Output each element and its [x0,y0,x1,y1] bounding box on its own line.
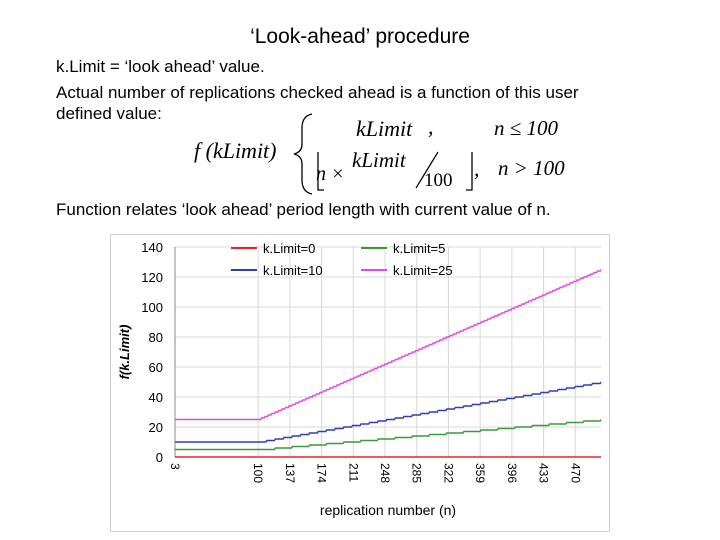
x-tick-label: 433 [537,463,551,483]
formula-case2-denominator: 100 [424,170,453,191]
y-tick-label: 40 [149,390,163,405]
x-tick-label: 285 [410,463,424,483]
series-line [175,419,602,451]
definition-line: k.Limit = ‘look ahead’ value. [56,57,265,76]
series-line [175,269,602,421]
y-tick-label: 60 [149,360,163,375]
line-chart: 0 20 40 60 80 100 120 140 3 100 137 174 211 248 285 322… [110,234,610,532]
x-tick-label: 470 [568,463,582,483]
x-tick-label: 248 [378,463,392,483]
formula-case1: kLimit [356,116,413,141]
x-tick-label: 174 [315,463,329,483]
y-tick-label: 100 [141,300,163,315]
y-tick-label: 80 [149,330,163,345]
legend-label: k.Limit=5 [393,241,445,256]
x-tick-label: 137 [283,463,297,483]
formula-brackets [293,113,473,195]
formula-condition1: n ≤ 100 [494,116,559,140]
piecewise-formula: f (kLimit) kLimit , n ≤ 100 n × kLimit 1… [190,108,590,196]
y-tick-label: 20 [149,420,163,435]
formula-lhs: f (kLimit) [194,138,277,163]
formula-case2-numerator: kLimit [352,148,406,172]
chart-svg: 0 20 40 60 80 100 120 140 3 100 137 174 211 248 285 322… [117,240,602,518]
y-tick-label: 120 [141,270,163,285]
formula-comma2: , [474,156,480,181]
description-line: Actual number of replications checked ah… [56,83,579,102]
x-tick-label: 211 [346,463,360,482]
series-line [175,381,602,443]
formula-comma1: , [428,114,434,139]
formula-condition2: n > 100 [498,156,565,180]
y-tick-label: 140 [141,240,163,255]
x-tick-label: 100 [251,463,265,483]
x-tick-label: 3 [168,463,182,470]
x-axis-title: replication number (n) [320,502,456,518]
legend-label: k.Limit=25 [393,263,453,278]
function-description: Function relates ‘look ahead’ period len… [56,200,551,219]
legend-label: k.Limit=10 [263,263,323,278]
description-line-cont: defined value: [56,104,162,123]
x-tick-label: 396 [505,463,519,483]
legend-label: k.Limit=0 [263,241,315,256]
formula-case2-n: n × [316,163,345,185]
x-tick-label: 359 [473,463,487,483]
x-tick-label: 322 [441,463,455,483]
y-axis-title: f(k.Limit) [117,325,132,380]
y-tick-label: 0 [156,450,163,465]
slide-title: ‘Look-ahead’ procedure [250,25,470,48]
